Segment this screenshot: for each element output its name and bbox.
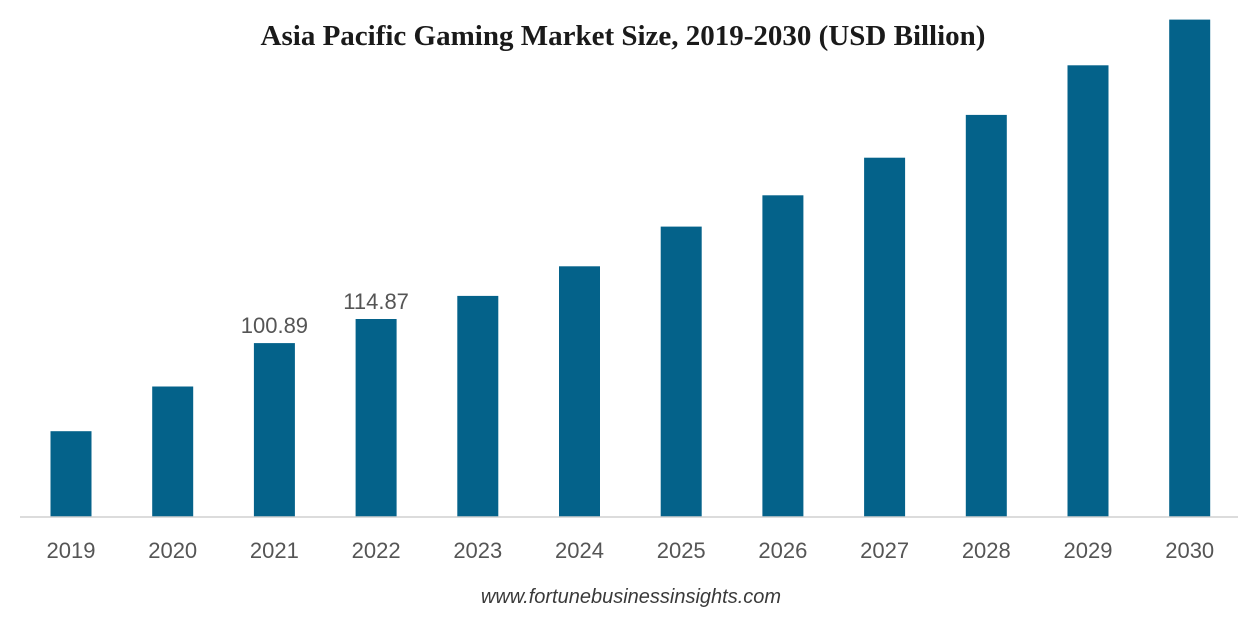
x-tick-label: 2020: [148, 538, 197, 563]
x-tick-label: 2027: [860, 538, 909, 563]
x-tick-label: 2019: [47, 538, 96, 563]
x-tick-label: 2029: [1064, 538, 1113, 563]
bars-group: [50, 19, 1211, 518]
x-tick-label: 2025: [657, 538, 706, 563]
bar-chart: 2019 2020 2021 2022 2023 2024 2025 2026 2027 2028…: [20, 19, 1238, 563]
bar-2026: [762, 195, 804, 518]
bar-2030: [1169, 19, 1211, 517]
bar-2025: [660, 226, 702, 517]
bar-2019: [50, 431, 92, 517]
bar-2020: [152, 386, 194, 517]
data-labels: 100.89 114.87: [241, 289, 409, 338]
bar-2029: [1067, 65, 1109, 518]
bar-2028: [965, 114, 1007, 518]
x-tick-label: 2024: [555, 538, 604, 563]
x-tick-label: 2030: [1165, 538, 1214, 563]
bar-2027: [864, 157, 906, 517]
source-footer: www.fortunebusinessinsights.com: [480, 586, 782, 608]
bar-2024: [559, 266, 600, 517]
x-tick-label: 2026: [758, 538, 807, 563]
bar-2021: [253, 343, 295, 517]
data-label-2022: 114.87: [343, 289, 409, 314]
x-tick-label: 2021: [250, 538, 299, 563]
x-tick-labels: 2019 2020 2021 2022 2023 2024 2025 2026 2027 2028…: [47, 538, 1215, 563]
bar-2023: [457, 295, 499, 517]
x-tick-label: 2023: [453, 538, 502, 563]
x-tick-label: 2022: [352, 538, 401, 563]
chart-title: Asia Pacific Gaming Market Size, 2019-20…: [260, 20, 986, 52]
data-label-2021: 100.89: [241, 313, 308, 338]
bar-2022: [355, 319, 397, 517]
x-tick-label: 2028: [962, 538, 1011, 563]
